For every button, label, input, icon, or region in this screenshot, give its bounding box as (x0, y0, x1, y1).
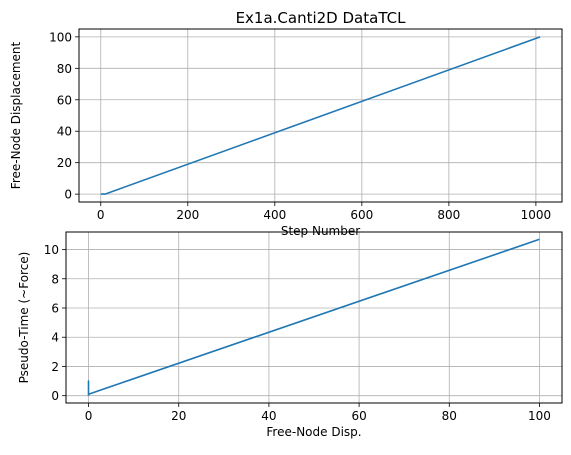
plot1-axes-frame (78, 28, 563, 203)
plot2-y-tick-label: 0 (51, 389, 59, 403)
plot2-x-tick-label: 20 (171, 409, 186, 423)
plot2-y-axis-label: Pseudo-Time (~Force) (17, 252, 31, 384)
plot1-y-tick-label: 100 (49, 30, 72, 44)
plot1-x-tick-label: 600 (350, 208, 373, 222)
plot1-x-tick-label: 1000 (521, 208, 552, 222)
plot1-y-tick-label: 60 (57, 93, 72, 107)
plot2-x-tick-label: 0 (85, 409, 93, 423)
plot1-y-tick-label: 20 (57, 156, 72, 170)
plot1-y-tick-label: 0 (64, 188, 72, 202)
plot2-series-line (87, 238, 540, 396)
plot1-series-line (100, 36, 541, 195)
plot1-x-tick-label: 0 (97, 208, 105, 222)
plot1-y-tick-label: 40 (57, 125, 72, 139)
plot2-y-tick-label: 8 (51, 272, 59, 286)
plot2-y-tick-label: 2 (51, 360, 59, 374)
plot1-x-axis-label: Step Number (281, 224, 360, 238)
plot2-axes-frame (65, 231, 563, 404)
plot2-y-tick-label: 6 (51, 302, 59, 316)
plot2-x-tick-label: 40 (261, 409, 276, 423)
plot1-x-tick-label: 200 (176, 208, 199, 222)
plot2-x-tick-label: 80 (442, 409, 457, 423)
plot1-title: Ex1a.Canti2D DataTCL (236, 9, 407, 27)
plot2-x-tick-label: 100 (528, 409, 551, 423)
plot2-y-tick-label: 10 (44, 243, 59, 257)
plot1-x-tick-label: 400 (263, 208, 286, 222)
plot2-x-tick-label: 60 (351, 409, 366, 423)
plot2-y-tick-label: 4 (51, 331, 59, 345)
plot1-x-tick-label: 800 (437, 208, 460, 222)
plot2-x-axis-label: Free-Node Disp. (266, 425, 361, 439)
plot1-y-tick-label: 80 (57, 62, 72, 76)
plot1-y-axis-label: Free-Node Displacement (9, 41, 23, 189)
